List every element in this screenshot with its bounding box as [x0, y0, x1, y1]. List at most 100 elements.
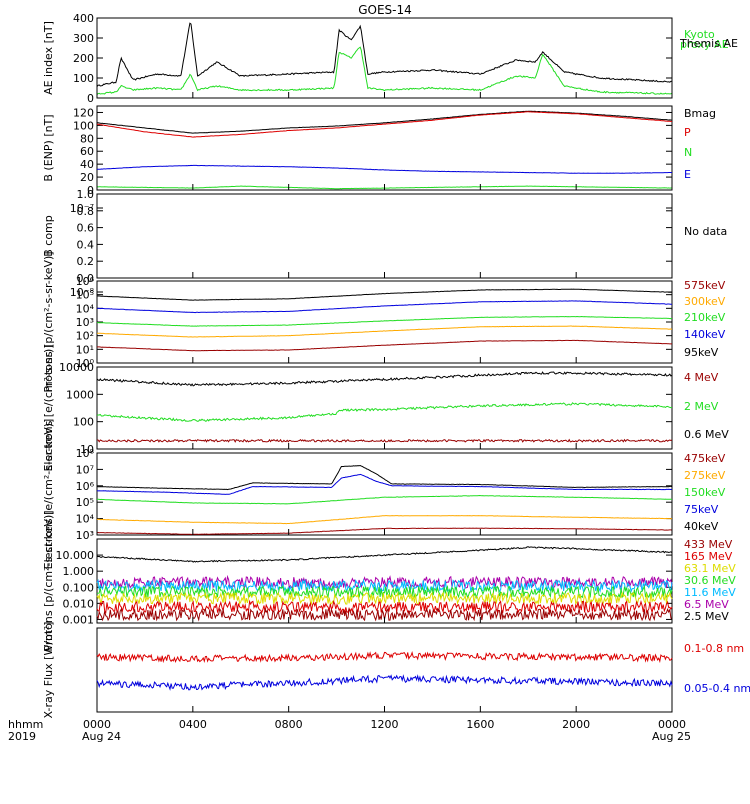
legend-item: 95keV	[684, 346, 719, 359]
y-tick-label: 1.0	[77, 188, 95, 201]
x-tick-label: 0400	[179, 718, 207, 731]
y-tick-label: 300	[73, 32, 94, 45]
x-tick-label: 0800	[275, 718, 303, 731]
legend-item: No data	[684, 225, 727, 238]
legend-item: 6.5 MeV	[684, 598, 729, 611]
y-tick-label: 10000	[59, 361, 94, 374]
series-line-6-2	[96, 578, 673, 594]
x-axis-row-label-2: 2019	[8, 730, 36, 743]
y-tick-label: 60	[80, 145, 94, 158]
series-line-3-3	[97, 325, 673, 338]
plot-title: GOES-14	[358, 3, 412, 17]
x-axis-end-date: Aug 25	[652, 730, 691, 743]
y-tick-label: 200	[73, 52, 94, 65]
series-line-5-0	[96, 464, 673, 491]
y-tick-label: 0.001	[63, 613, 95, 626]
y-axis-label: Electrons [e/(cm²-s-sr)]	[42, 344, 55, 471]
y-tick-label: 100	[73, 72, 94, 85]
series-line-0-0	[96, 22, 673, 87]
x-tick-label: 0000	[83, 718, 111, 731]
legend-item: Kyoto	[684, 28, 715, 41]
y-tick-label: 10²	[76, 330, 94, 343]
y-tick-label: 10⁴	[76, 513, 95, 526]
legend-item: 0.6 MeV	[684, 428, 729, 441]
y-tick-label: 10.000	[56, 549, 95, 562]
y-tick-label: 10⁶	[76, 480, 95, 493]
y-tick-label: 10⁵	[76, 496, 94, 509]
series-line-6-4	[96, 591, 673, 606]
series-line-3-1	[96, 300, 672, 314]
legend-item: Bmag	[684, 107, 716, 120]
series-line-6-0	[96, 546, 673, 563]
y-tick-label: 0.4	[77, 238, 95, 251]
y-tick-label: 0.2	[77, 255, 95, 268]
series-line-5-3	[96, 514, 673, 525]
legend-item: 75keV	[684, 503, 719, 516]
y-tick-label: 10⁸	[76, 447, 95, 460]
y-tick-label: 10⁴	[76, 302, 95, 315]
y-tick-label: 80	[80, 132, 94, 145]
x-axis-start-date: Aug 24	[82, 730, 121, 743]
series-line-3-4	[96, 339, 672, 352]
y-tick-label: 100	[73, 416, 94, 429]
y-tick-label: 10⁶	[76, 275, 95, 288]
y-tick-label: 10⁻⁸	[70, 286, 95, 299]
series-line-6-3	[96, 584, 673, 600]
y-tick-label: 40	[80, 158, 94, 171]
series-line-5-1	[96, 473, 672, 495]
series-line-3-2	[97, 315, 673, 327]
y-tick-label: 10¹	[76, 343, 94, 356]
series-line-3-0	[96, 288, 673, 301]
series-line-5-2	[96, 494, 673, 505]
legend-item: 300keV	[684, 295, 726, 308]
series-line-4-0	[96, 371, 673, 387]
y-axis-label: Electrons [e/(cm²-s-sr-keV)]	[42, 419, 55, 570]
x-tick-label: 0000	[658, 718, 686, 731]
legend-item: 40keV	[684, 520, 719, 533]
y-tick-label: 100	[73, 119, 94, 132]
series-line-0-1	[96, 46, 673, 95]
legend-item: 433 MeV	[684, 538, 733, 551]
legend-item: 0.1-0.8 nm	[684, 642, 744, 655]
legend-item: 150keV	[684, 486, 726, 499]
y-tick-label: 0.100	[63, 581, 95, 594]
legend-item: 4 MeV	[684, 371, 719, 384]
legend-item: N	[684, 146, 692, 159]
legend-item: 11.6 MeV	[684, 586, 736, 599]
y-tick-label: 1000	[66, 388, 94, 401]
legend-item: P	[684, 126, 691, 139]
y-axis-label: Protons [p/(cm²-s-sr-keV)]	[42, 251, 55, 392]
y-tick-label: 10⁰	[76, 357, 95, 370]
series-line-6-5	[96, 599, 673, 614]
series-line-1-1	[96, 111, 673, 138]
series-line-7-0	[96, 651, 673, 664]
y-tick-label: 0.8	[77, 205, 95, 218]
y-tick-label: 10³	[76, 529, 94, 542]
legend-item: 210keV	[684, 311, 726, 324]
y-tick-label: 0.0	[77, 272, 95, 285]
legend-item: 63.1 MeV	[684, 562, 736, 575]
panel-frame-5	[96, 452, 673, 536]
y-tick-label: 10⁵	[76, 289, 94, 302]
legend-item: 575keV	[684, 279, 726, 292]
y-tick-label: 0	[87, 184, 94, 197]
x-tick-label: 1600	[466, 718, 494, 731]
series-line-4-2	[97, 438, 673, 443]
series-line-1-0	[97, 110, 673, 134]
x-tick-label: 2000	[562, 718, 590, 731]
y-tick-label: 400	[73, 12, 94, 25]
legend-item: 165 MeV	[684, 550, 733, 563]
y-tick-label: 120	[73, 106, 94, 119]
legend-item: 2.5 MeV	[684, 610, 729, 623]
legend-item: 140keV	[684, 328, 726, 341]
series-line-1-3	[96, 164, 673, 174]
legend-item: E	[684, 168, 691, 181]
y-tick-label: 10⁷	[76, 463, 94, 476]
y-tick-label: 0.6	[77, 222, 95, 235]
legend-item: proxy AE	[680, 38, 729, 51]
y-tick-label: 0.010	[63, 597, 95, 610]
series-line-7-1	[96, 674, 673, 691]
y-tick-label: 0	[87, 92, 94, 105]
